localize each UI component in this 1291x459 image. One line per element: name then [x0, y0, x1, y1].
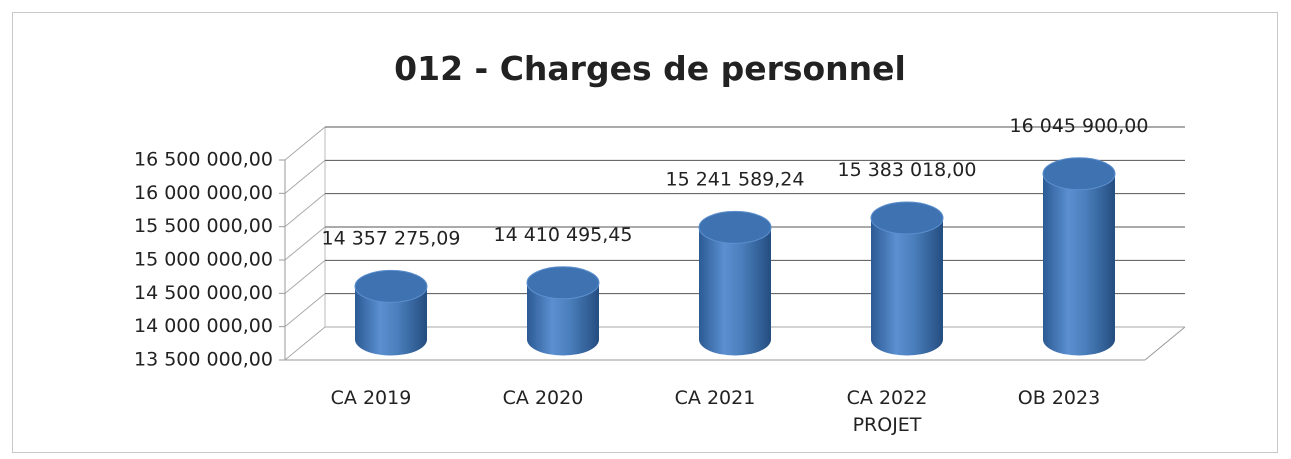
value-label: 15 383 018,00 — [837, 159, 976, 181]
x-tick-label: OB 2023 — [1017, 387, 1101, 409]
value-label: 14 357 275,09 — [321, 227, 460, 249]
value-label: 16 045 900,00 — [1009, 115, 1148, 137]
grid-diagonal — [284, 126, 326, 161]
cylinder — [871, 217, 943, 356]
cylinder-top — [354, 269, 428, 303]
y-tick-label: 14 000 000,00 — [134, 315, 273, 337]
grid-diagonal — [284, 326, 326, 361]
y-tick-label: 13 500 000,00 — [134, 349, 273, 371]
cylinder-top — [526, 266, 600, 300]
grid-diagonal — [284, 293, 326, 328]
grid-diagonal — [284, 193, 326, 228]
cylinder — [527, 282, 599, 356]
y-tick-label: 14 500 000,00 — [134, 282, 273, 304]
floor-right — [1144, 326, 1186, 361]
x-tick-label: CA 2021 — [674, 387, 756, 409]
y-tick-label: 16 000 000,00 — [134, 182, 273, 204]
grid-diagonal — [284, 226, 326, 261]
y-tick-label: 15 500 000,00 — [134, 215, 273, 237]
cylinder — [355, 286, 427, 356]
cylinder — [1043, 173, 1115, 356]
y-tick-label: 16 500 000,00 — [134, 149, 273, 171]
cylinder-top — [698, 210, 772, 244]
x-tick-label: CA 2020 — [502, 387, 584, 409]
grid-diagonal — [284, 259, 326, 294]
x-tick-label: CA 2022 PROJET — [846, 387, 928, 436]
x-tick-label: CA 2019 — [330, 387, 412, 409]
chart-border — [12, 12, 1278, 453]
grid-diagonal — [284, 159, 326, 194]
value-label: 14 410 495,45 — [493, 224, 632, 246]
chart-title: 012 - Charges de personnel — [394, 49, 906, 88]
value-label: 15 241 589,24 — [665, 168, 804, 190]
cylinder — [699, 227, 771, 356]
y-tick-label: 15 000 000,00 — [134, 249, 273, 271]
cylinder-top — [870, 201, 944, 235]
cylinder-top — [1042, 157, 1116, 191]
